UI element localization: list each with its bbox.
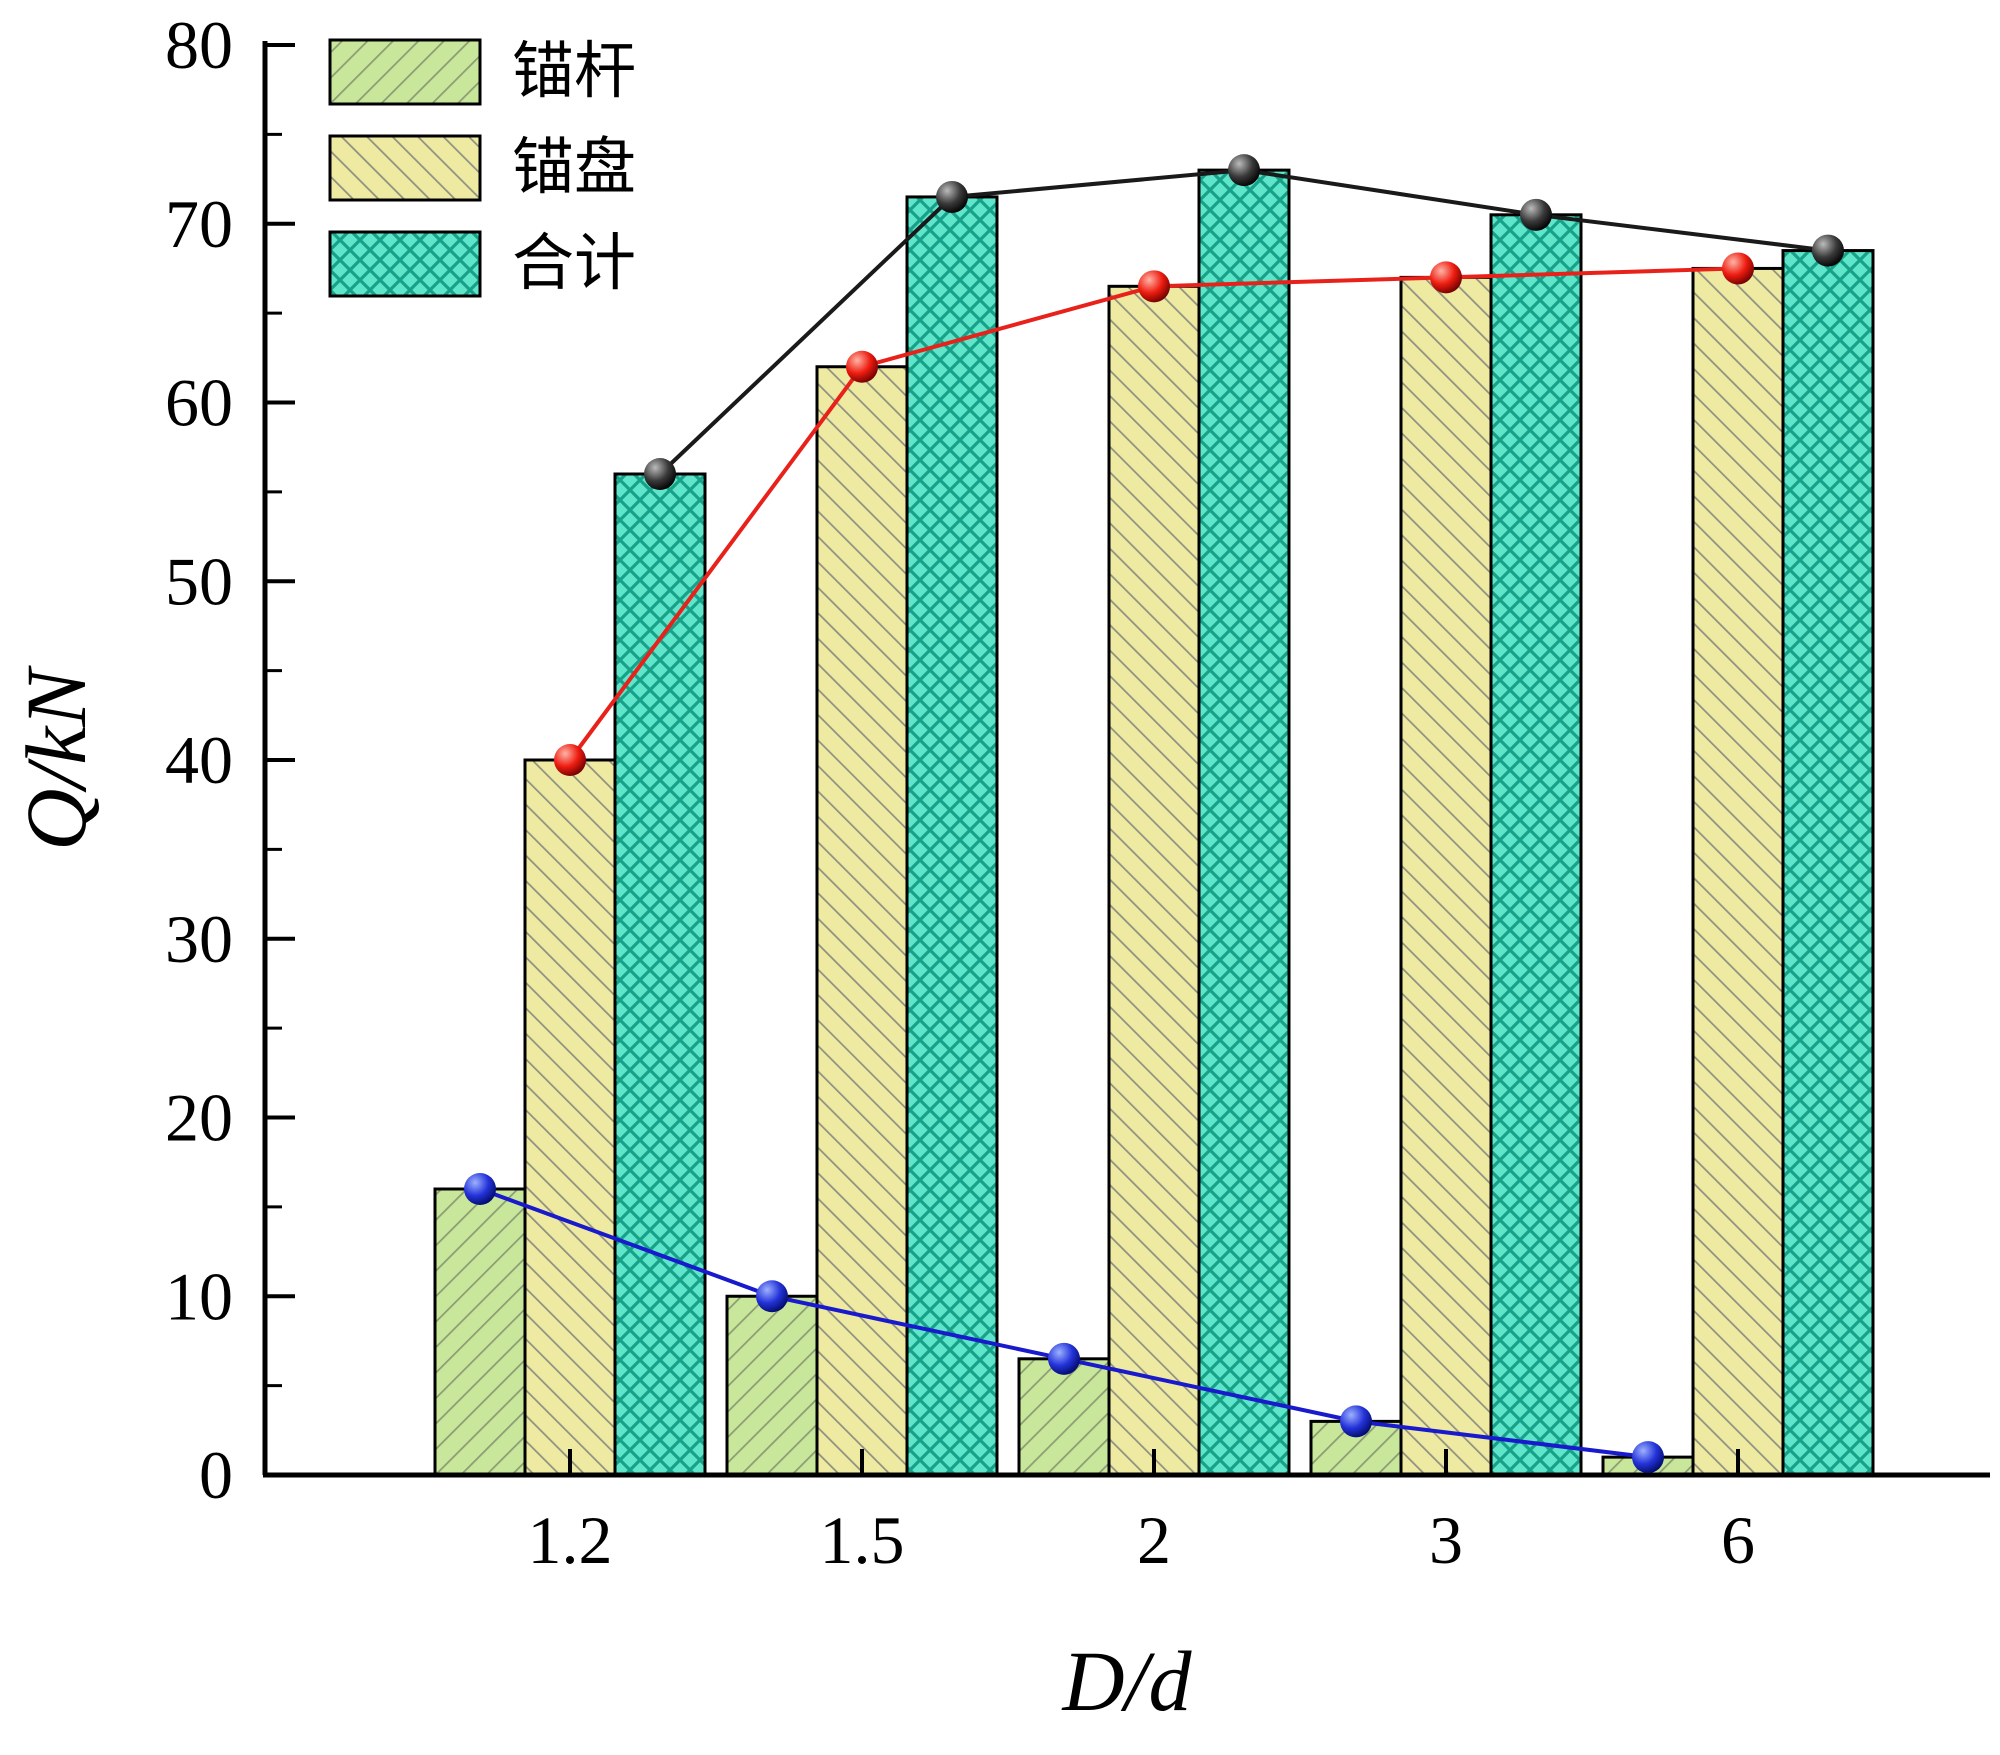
series-marker bbox=[1430, 261, 1462, 294]
series-marker bbox=[1812, 234, 1844, 267]
series-marker bbox=[1520, 198, 1552, 231]
x-tick-label: 3 bbox=[1429, 1502, 1463, 1578]
bar bbox=[725, 1294, 819, 1477]
x-tick-label: 6 bbox=[1721, 1502, 1755, 1578]
y-tick-label: 0 bbox=[199, 1437, 233, 1513]
bar bbox=[523, 758, 617, 1477]
legend-swatch-1 bbox=[328, 134, 482, 202]
series-marker bbox=[846, 350, 878, 383]
y-tick-label: 80 bbox=[165, 7, 233, 83]
bar bbox=[1399, 275, 1493, 1477]
bar bbox=[905, 195, 999, 1477]
bar bbox=[1781, 249, 1875, 1477]
series-marker bbox=[936, 180, 968, 213]
y-tick-label: 10 bbox=[165, 1258, 233, 1334]
series-marker bbox=[756, 1280, 788, 1313]
bar bbox=[1017, 1357, 1111, 1477]
x-tick-label: 1.2 bbox=[528, 1502, 613, 1578]
bar bbox=[433, 1187, 527, 1477]
legend-label-0: 锚杆 bbox=[512, 38, 636, 106]
bar bbox=[1691, 266, 1785, 1477]
bar bbox=[1489, 213, 1583, 1477]
y-tick-label: 70 bbox=[165, 186, 233, 262]
y-tick-label: 40 bbox=[165, 722, 233, 798]
series-marker bbox=[644, 458, 676, 490]
bar bbox=[613, 472, 707, 1477]
bar-series-1 bbox=[523, 266, 1785, 1477]
bar bbox=[1197, 168, 1291, 1477]
y-axis-label: Q/kN bbox=[8, 665, 104, 851]
series-marker bbox=[1138, 270, 1170, 303]
x-tick-label: 1.5 bbox=[820, 1502, 905, 1578]
y-tick-label: 60 bbox=[165, 365, 233, 441]
bar bbox=[1107, 284, 1201, 1477]
y-tick-label: 50 bbox=[165, 543, 233, 619]
series-marker bbox=[1340, 1405, 1372, 1438]
y-tick-label: 20 bbox=[165, 1080, 233, 1156]
x-axis-ticks: 1.2 1.5 2 3 6 bbox=[528, 1449, 1755, 1578]
series-marker bbox=[1048, 1342, 1080, 1375]
y-tick-label: 30 bbox=[165, 901, 233, 977]
y-axis-ticks: 0 10 20 30 40 50 60 70 80 bbox=[165, 7, 295, 1513]
x-axis-label: D/d bbox=[1062, 1633, 1193, 1729]
x-tick-label: 2 bbox=[1137, 1502, 1171, 1578]
series-marker bbox=[464, 1173, 496, 1205]
legend-swatch-0 bbox=[328, 38, 482, 106]
legend-label-1: 锚盘 bbox=[512, 134, 636, 202]
series-marker bbox=[554, 744, 586, 776]
legend-swatch-2 bbox=[328, 230, 482, 298]
bar-series-2 bbox=[613, 168, 1875, 1477]
series-marker bbox=[1228, 154, 1260, 187]
lines-layer bbox=[464, 154, 1844, 1474]
series-marker bbox=[1632, 1441, 1664, 1474]
bars-layer bbox=[433, 168, 1875, 1477]
series-marker bbox=[1722, 252, 1754, 285]
legend-label-2: 合计 bbox=[512, 230, 636, 298]
